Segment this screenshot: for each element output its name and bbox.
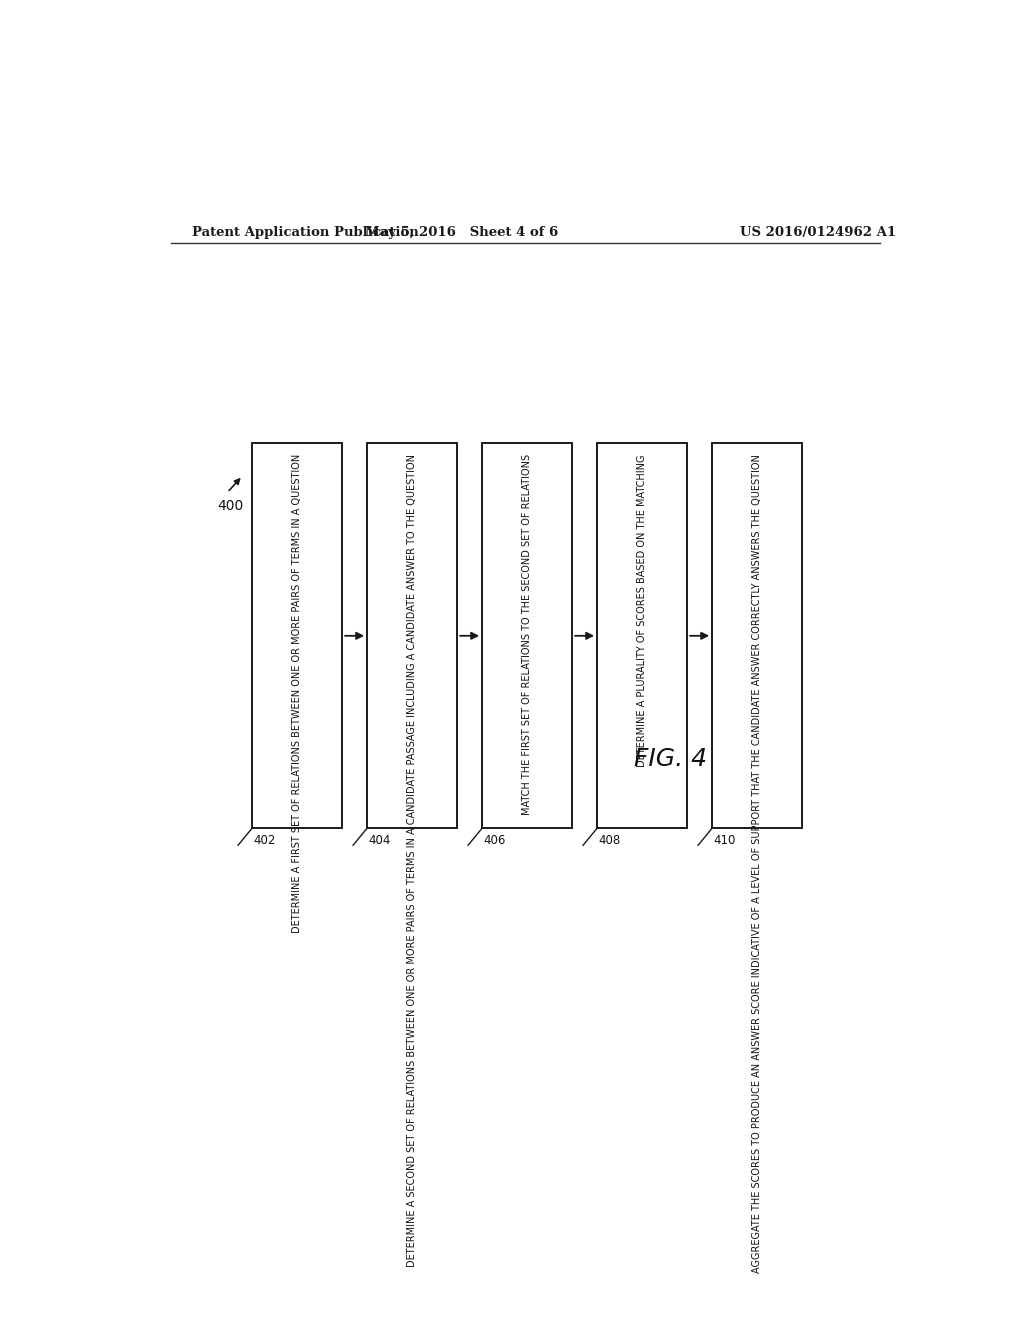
Text: DETERMINE A SECOND SET OF RELATIONS BETWEEN ONE OR MORE PAIRS OF TERMS IN A CAND: DETERMINE A SECOND SET OF RELATIONS BETW… (408, 454, 417, 1267)
Text: 404: 404 (369, 834, 391, 847)
Bar (482, 444, 572, 829)
Text: 400: 400 (217, 499, 244, 512)
Text: 408: 408 (599, 834, 621, 847)
Bar (367, 444, 458, 829)
Bar (252, 444, 342, 829)
Text: FIG. 4: FIG. 4 (634, 747, 707, 771)
Text: 406: 406 (483, 834, 506, 847)
Text: AGGREGATE THE SCORES TO PRODUCE AN ANSWER SCORE INDICATIVE OF A LEVEL OF SUPPORT: AGGREGATE THE SCORES TO PRODUCE AN ANSWE… (753, 454, 762, 1272)
Text: MATCH THE FIRST SET OF RELATIONS TO THE SECOND SET OF RELATIONS: MATCH THE FIRST SET OF RELATIONS TO THE … (522, 454, 532, 816)
Text: DETERMINE A FIRST SET OF RELATIONS BETWEEN ONE OR MORE PAIRS OF TERMS IN A QUEST: DETERMINE A FIRST SET OF RELATIONS BETWE… (292, 454, 302, 933)
Text: US 2016/0124962 A1: US 2016/0124962 A1 (740, 226, 896, 239)
Text: 410: 410 (714, 834, 736, 847)
Text: DETERMINE A PLURALITY OF SCORES BASED ON THE MATCHING: DETERMINE A PLURALITY OF SCORES BASED ON… (637, 454, 647, 767)
Text: Patent Application Publication: Patent Application Publication (191, 226, 418, 239)
Bar (597, 444, 687, 829)
Text: May 5, 2016   Sheet 4 of 6: May 5, 2016 Sheet 4 of 6 (365, 226, 558, 239)
Bar (712, 444, 802, 829)
Text: 402: 402 (254, 834, 275, 847)
